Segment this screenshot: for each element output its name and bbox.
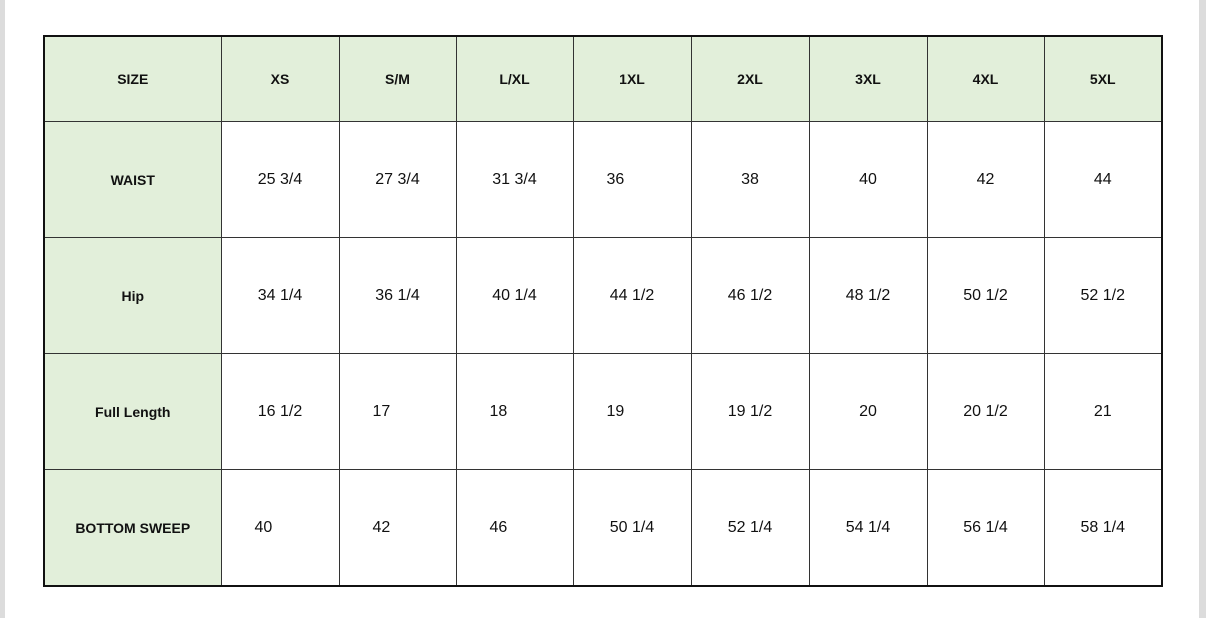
table-cell: 20 [808, 353, 928, 470]
table-cell: 31 3/4 [455, 121, 574, 238]
table-cell: 56 1/4 [926, 469, 1045, 587]
table-cell: 36 1/4 [338, 237, 457, 354]
table-cell: 20 1/2 [926, 353, 1045, 470]
table-cell: 19 [572, 353, 692, 470]
table-cell: 25 3/4 [220, 121, 340, 238]
table-cell: 52 1/2 [1043, 237, 1163, 354]
table-cell: 40 [220, 469, 340, 587]
table-cell: 21 [1043, 353, 1163, 470]
header-cell: 2XL [690, 35, 810, 122]
header-cell: S/M [338, 35, 457, 122]
table-cell: 40 1/4 [455, 237, 574, 354]
table-cell: 50 1/2 [926, 237, 1045, 354]
header-cell: 4XL [926, 35, 1045, 122]
header-cell: XS [220, 35, 340, 122]
table-row: BOTTOM SWEEP 40 42 46 50 1/4 52 1/4 54 1… [43, 469, 1163, 587]
table-row: WAIST 25 3/4 27 3/4 31 3/4 36 38 40 42 4… [43, 121, 1163, 238]
table-row: Hip 34 1/4 36 1/4 40 1/4 44 1/2 46 1/2 4… [43, 237, 1163, 354]
table-cell: 34 1/4 [220, 237, 340, 354]
table-cell: 48 1/2 [808, 237, 928, 354]
table-cell: 44 1/2 [572, 237, 692, 354]
table-cell: 54 1/4 [808, 469, 928, 587]
table-cell: 17 [338, 353, 457, 470]
header-cell: L/XL [455, 35, 574, 122]
row-label: Hip [43, 237, 222, 354]
table-cell: 50 1/4 [572, 469, 692, 587]
table-cell: 46 [455, 469, 574, 587]
table-cell: 36 [572, 121, 692, 238]
table-cell: 38 [690, 121, 810, 238]
table-cell: 44 [1043, 121, 1163, 238]
header-cell: 3XL [808, 35, 928, 122]
header-row: SIZE XS S/M L/XL 1XL 2XL 3XL 4XL 5XL [43, 35, 1163, 122]
row-label: WAIST [43, 121, 222, 238]
table-cell: 27 3/4 [338, 121, 457, 238]
row-label: Full Length [43, 353, 222, 470]
table-cell: 58 1/4 [1043, 469, 1163, 587]
table-cell: 40 [808, 121, 928, 238]
table-row: Full Length 16 1/2 17 18 19 19 1/2 20 20… [43, 353, 1163, 470]
right-page-edge [1199, 0, 1206, 618]
table-cell: 16 1/2 [220, 353, 340, 470]
table-cell: 19 1/2 [690, 353, 810, 470]
table-cell: 42 [926, 121, 1045, 238]
table-cell: 46 1/2 [690, 237, 810, 354]
size-chart-table: SIZE XS S/M L/XL 1XL 2XL 3XL 4XL 5XL WAI… [43, 35, 1163, 587]
header-cell: SIZE [43, 35, 222, 122]
left-page-edge [0, 0, 5, 618]
row-label: BOTTOM SWEEP [43, 469, 222, 587]
header-cell: 5XL [1043, 35, 1163, 122]
table-cell: 52 1/4 [690, 469, 810, 587]
header-cell: 1XL [572, 35, 692, 122]
table-cell: 18 [455, 353, 574, 470]
table-cell: 42 [338, 469, 457, 587]
